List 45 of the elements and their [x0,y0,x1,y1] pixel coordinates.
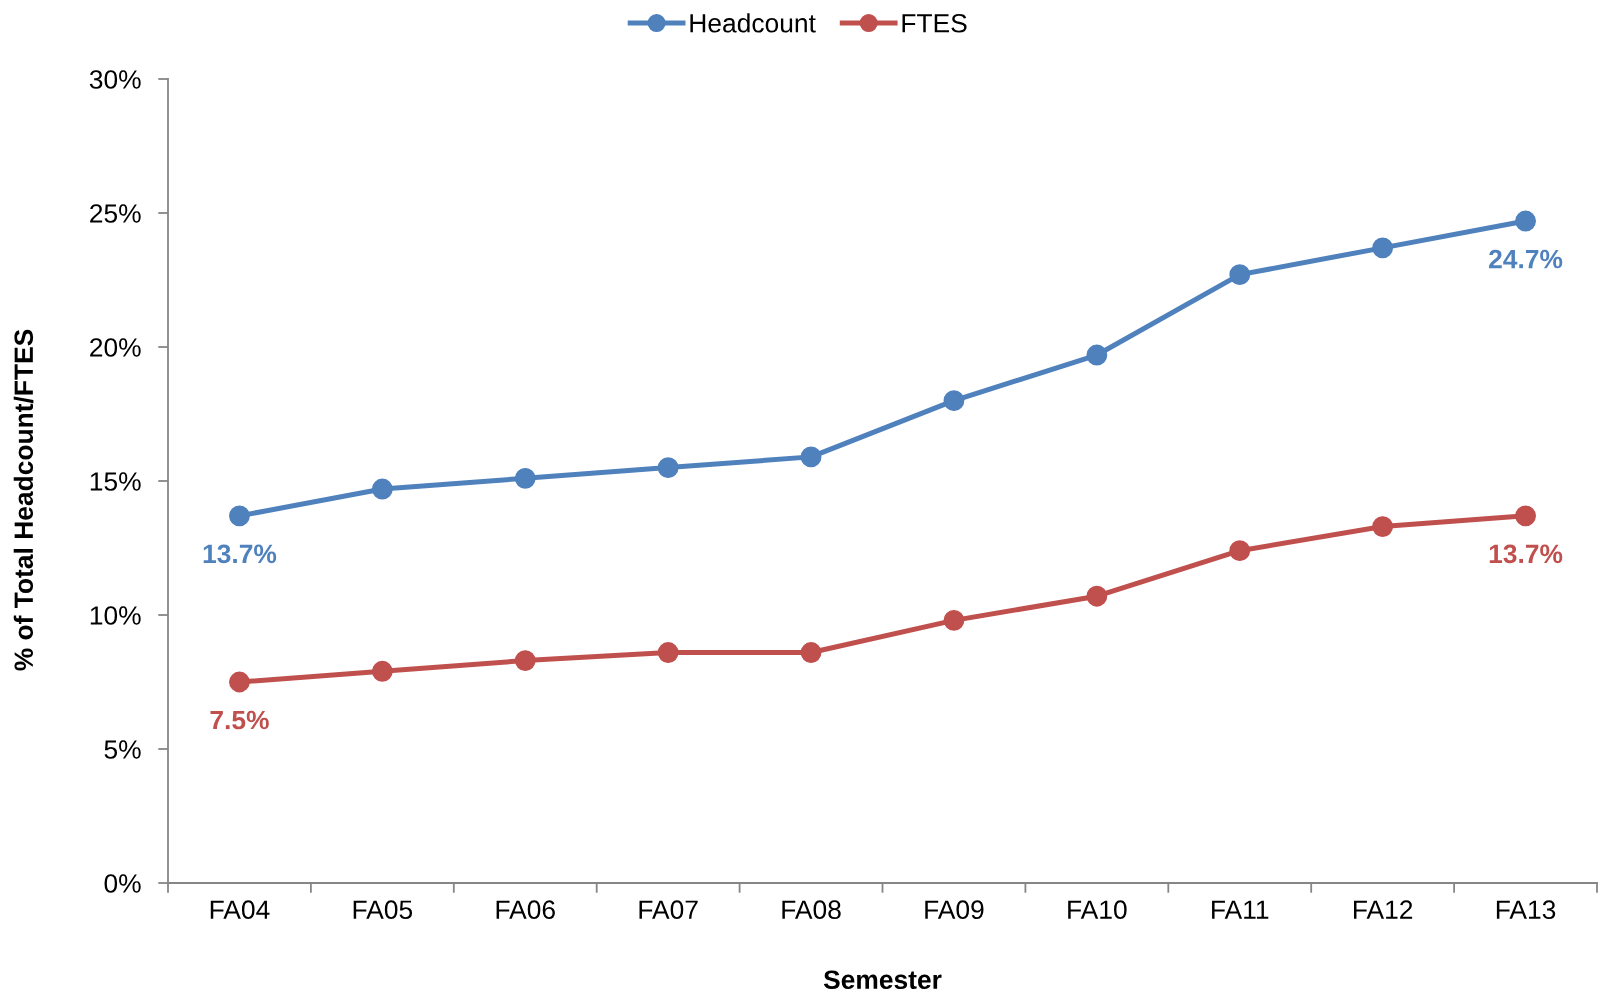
y-tick-label: 15% [90,472,141,491]
point [1515,505,1536,527]
y-tick-label: 30% [89,70,141,89]
point [229,505,250,527]
y-tick-label: 0% [104,874,141,893]
point [371,478,393,500]
x-tick-label: FA08 [782,900,841,920]
point [657,457,679,479]
y-axis-title: % of Total Headcount/FTES [13,329,34,671]
point [657,642,679,663]
legend-label: Headcount [690,13,816,33]
y-tick-label: 25% [90,204,141,223]
point [1515,210,1536,232]
point [514,650,536,671]
point [800,642,822,663]
data-label: 24.7% [1489,249,1563,269]
x-tick-label: FA09 [925,900,984,920]
x-tick-label: FA11 [1212,900,1269,919]
data-label: 13.7% [1489,544,1563,564]
data-label: 13.7% [203,544,277,564]
point [943,609,965,631]
point [1086,344,1108,366]
point [1229,540,1251,562]
y-tick-label: 10% [90,606,141,625]
point [514,467,536,489]
x-tick-label: FA04 [210,900,270,920]
x-tick-label: FA05 [353,900,413,920]
x-tick-label: FA07 [639,900,698,920]
point [943,390,965,412]
x-tick-label: FA10 [1068,900,1127,920]
x-tick-label: FA13 [1496,900,1556,920]
point [1229,264,1251,286]
y-tick-label: 5% [104,740,141,759]
x-tick-label: FA12 [1354,900,1413,919]
x-tick-label: FA06 [496,900,555,920]
point [800,446,822,468]
legend-label: FTES [902,13,967,33]
point [1086,585,1108,607]
point [371,660,393,682]
point [1372,516,1394,537]
x-axis-title: Semester [823,970,942,990]
point [229,671,250,693]
point [1372,237,1394,259]
y-tick-label: 20% [90,338,141,357]
data-label: 7.5% [210,710,269,730]
